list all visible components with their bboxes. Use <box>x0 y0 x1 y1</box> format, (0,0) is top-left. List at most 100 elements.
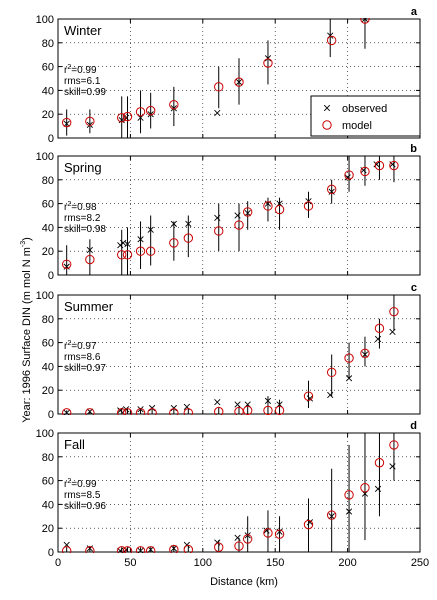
model-point <box>169 238 179 248</box>
panel-spring: 0 20 40 60 80 100 b Spring r2=0.98rms=8.2skill=0… <box>36 143 421 282</box>
plot-frame <box>57 18 421 139</box>
x-tick-label: 50 <box>124 557 136 569</box>
panel-letter: d <box>410 420 417 432</box>
model-point <box>214 82 224 92</box>
observed-point <box>63 409 70 415</box>
model-point <box>234 541 244 551</box>
x-axis-label: Distance (km) <box>210 576 278 588</box>
model-point <box>169 544 179 553</box>
model-point <box>344 170 354 180</box>
observed-point <box>373 161 380 168</box>
y-tick-label: 60 <box>42 338 54 350</box>
model-point <box>344 490 354 500</box>
y-tick-label: 40 <box>42 85 54 97</box>
plot-area <box>61 18 370 138</box>
model-point <box>242 534 253 544</box>
observed-point <box>147 226 154 233</box>
stat-skill: skill=0.97 <box>64 363 106 374</box>
observed-point <box>137 547 144 553</box>
model-point <box>263 405 273 415</box>
panel-summer: 0 20 40 60 80 100 c Summer r2=0.97rms=8.6skill=0… <box>36 282 421 421</box>
model-point <box>61 408 72 415</box>
y-tick-label: 20 <box>42 109 54 121</box>
model-point <box>145 105 156 116</box>
observed-point <box>374 485 382 493</box>
observed-point <box>389 328 396 336</box>
observed-point <box>305 198 312 205</box>
plot-frame <box>57 155 421 276</box>
observed-point <box>149 404 156 412</box>
observed-point <box>137 236 144 243</box>
model-point <box>122 408 133 415</box>
y-tick-label: 20 <box>42 246 54 258</box>
x-tick-label: 200 <box>338 557 356 569</box>
model-point <box>85 254 95 265</box>
y-axis-label-superscript: -3 <box>20 241 27 247</box>
panel-letter: c <box>411 282 417 294</box>
observed-point <box>328 513 335 520</box>
model-point <box>242 207 253 217</box>
observed-point <box>170 404 177 412</box>
plot-area <box>61 433 399 553</box>
model-point <box>85 116 95 127</box>
y-tick-label: 0 <box>48 547 54 559</box>
model-point <box>303 201 314 211</box>
model-point <box>135 546 146 553</box>
y-tick-label: 0 <box>48 270 54 282</box>
stat-r2: r2=0.98 <box>64 201 97 213</box>
model-point <box>214 406 224 415</box>
model-point <box>117 408 127 415</box>
observed-point <box>120 239 127 246</box>
model-point <box>263 201 273 211</box>
model-point <box>117 546 127 553</box>
y-tick-label: 100 <box>36 290 54 302</box>
model-point <box>242 405 253 415</box>
observed-point <box>170 220 177 227</box>
model-point <box>326 35 337 46</box>
panel-title: Summer <box>64 299 114 314</box>
panel-winter: 0 20 40 60 80 100 a Winter r2=0.99rms=6.1skill=0… <box>36 6 421 145</box>
observed-point <box>361 351 369 358</box>
y-tick-label: 0 <box>48 133 54 145</box>
y-tick-label: 40 <box>42 222 54 234</box>
observed-point <box>214 214 221 221</box>
observed-point <box>345 375 353 382</box>
plot-area <box>61 295 399 415</box>
stat-r2: r2=0.97 <box>64 340 97 352</box>
observed-point <box>374 335 382 343</box>
y-tick-label: 40 <box>42 361 54 373</box>
observed-point <box>86 246 93 254</box>
model-point <box>61 259 72 269</box>
y-tick-label: 100 <box>36 14 54 26</box>
model-point <box>85 408 95 415</box>
model-point <box>374 458 385 468</box>
observed-point <box>327 391 334 399</box>
y-tick-label: 60 <box>42 476 54 488</box>
x-tick-label: 0 <box>55 557 61 569</box>
y-axis-label-prefix: Year: 1996 <box>21 370 33 423</box>
observed-point <box>147 546 154 553</box>
stat-r2: r2=0.99 <box>64 64 97 76</box>
model-point <box>360 166 370 177</box>
model-point <box>214 542 224 552</box>
model-point <box>214 226 224 236</box>
model-point <box>122 546 133 553</box>
model-point <box>183 408 194 415</box>
observed-point <box>235 78 243 86</box>
observed-point <box>117 547 124 553</box>
model-point <box>374 323 385 334</box>
observed-point <box>389 463 396 470</box>
model-point <box>344 353 354 363</box>
stat-skill: skill=0.96 <box>64 501 106 512</box>
plot-area <box>61 156 399 275</box>
y-tick-label: 60 <box>42 199 54 211</box>
model-point <box>326 184 337 195</box>
panel-letter: a <box>411 6 418 18</box>
model-point <box>117 113 127 123</box>
model-point <box>326 367 337 378</box>
model-point <box>263 58 273 68</box>
stat-skill: skill=0.98 <box>64 224 106 235</box>
y-tick-label: 60 <box>42 62 54 74</box>
panel-title: Fall <box>64 437 85 452</box>
